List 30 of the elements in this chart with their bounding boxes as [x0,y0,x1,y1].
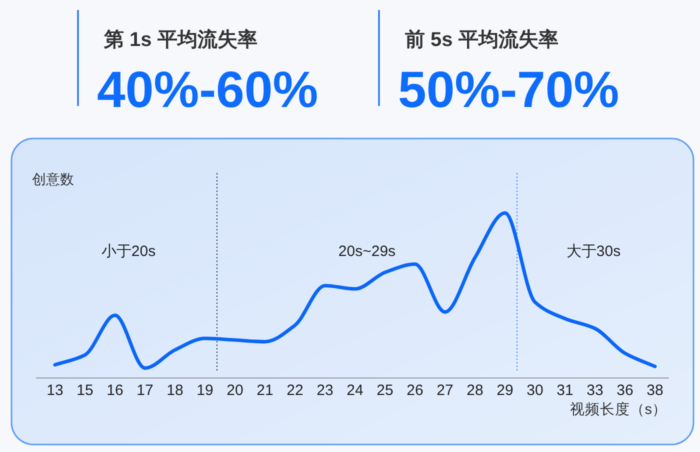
annotation: 20s~29s [338,243,396,260]
x-tick-label: 17 [136,382,154,399]
text: 50%-70% [398,61,620,118]
y-axis-title: 创意数 [32,171,74,187]
x-tick-label: 38 [646,382,664,399]
x-tick-label: 22 [286,382,304,399]
x-tick-label: 23 [316,382,334,399]
x-tick-label: 24 [346,382,364,399]
x-tick-label: 13 [46,382,64,399]
x-tick-label: 33 [586,382,604,399]
annotation: 大于30s [566,243,621,260]
text: 40%-60% [97,61,318,118]
x-tick-label: 25 [376,382,394,399]
x-tick-label: 36 [616,382,634,399]
x-tick-label: 21 [256,382,274,399]
x-tick-label: 19 [196,382,214,399]
annotation: 小于20s [101,243,156,260]
x-tick-label: 30 [526,382,544,399]
x-tick-label: 27 [436,382,454,399]
x-tick-label: 29 [496,382,514,399]
text: 前 5s 平均流失率 [404,28,558,51]
x-tick-label: 31 [556,382,574,399]
text: 第 1s 平均流失率 [103,28,258,51]
x-tick-label: 26 [406,382,424,399]
x-tick-label: 18 [166,382,184,399]
x-tick-label: 28 [466,382,484,399]
x-tick-label: 20 [226,382,244,399]
x-axis-title: 视频长度（s） [570,401,667,418]
x-tick-label: 15 [76,382,94,399]
x-tick-label: 16 [106,382,124,399]
